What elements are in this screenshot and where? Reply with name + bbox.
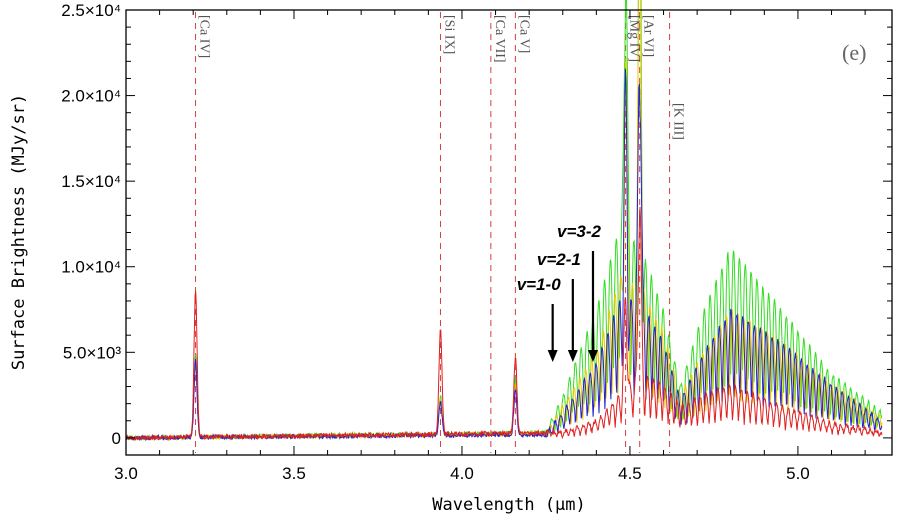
y-axis-title: Surface Brightness (MJy/sr): [9, 94, 29, 370]
tick-group: 3.0 3.5 4.0 4.5 5.0 0 5.0×10³ 1.0×10⁴ 1.5×10⁴ 2.0…: [61, 1, 892, 483]
x-tick-label: 5.0: [786, 464, 810, 483]
x-tick-label: 3.5: [282, 464, 306, 483]
line-marker-label: [Ca VII]: [492, 15, 507, 63]
line-marker-label: [Ar VI]: [641, 15, 656, 57]
x-axis-title: Wavelength (μm): [432, 495, 586, 515]
line-marker-label: [Ca IV]: [197, 15, 212, 58]
vibration-band-label: v=1-0: [517, 275, 561, 294]
line-label-group: [Ca IV] [Si IX] [Ca VII] [Ca V] [Mg IV] [Ar V…: [197, 15, 686, 140]
x-tick-label: 3.0: [114, 464, 138, 483]
y-tick-label: 1.0×10⁴: [61, 258, 121, 277]
vibration-arrow-group: v=1-0 v=2-1 v=3-2: [517, 222, 602, 362]
vibration-arrow-head: [567, 350, 578, 362]
line-marker-label: [Ca V]: [516, 15, 531, 53]
vibration-band-label: v=2-1: [537, 250, 581, 269]
y-tick-label: 0: [112, 429, 121, 448]
line-marker-label: [Si IX]: [441, 15, 456, 54]
line-marker-label: [Mg IV]: [627, 15, 642, 62]
y-tick-label: 5.0×10³: [63, 343, 121, 362]
series-line-red: [125, 206, 883, 442]
vibration-arrow-head: [547, 350, 558, 362]
line-marker-label: [K III]: [671, 103, 686, 140]
y-tick-label: 1.5×10⁴: [61, 172, 121, 191]
y-tick-label: 2.0×10⁴: [61, 87, 121, 106]
vibration-band-label: v=3-2: [557, 222, 601, 241]
x-tick-label: 4.5: [618, 464, 642, 483]
series-group: [125, 0, 883, 442]
x-tick-label: 4.0: [450, 464, 474, 483]
y-tick-label: 2.5×10⁴: [61, 1, 121, 20]
vibration-arrow-head: [587, 350, 598, 362]
panel-label: (e): [842, 40, 866, 65]
